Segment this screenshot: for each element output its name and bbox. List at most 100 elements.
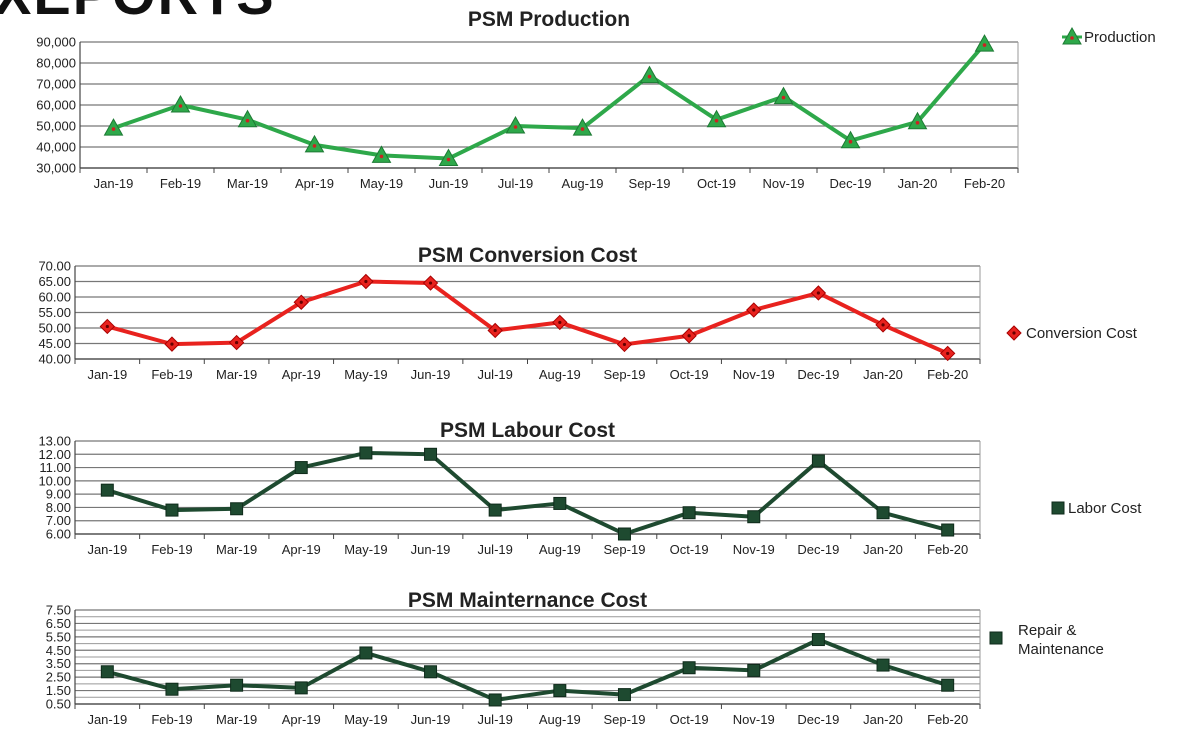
data-point[interactable]: [682, 506, 696, 520]
data-point[interactable]: [237, 109, 258, 128]
y-tick-label: 50,000: [36, 119, 76, 134]
series-line: [112, 42, 987, 161]
y-tick-label: 30,000: [36, 161, 76, 176]
gridlines: [75, 440, 980, 535]
x-tick-label: Sep-19: [629, 176, 671, 191]
data-point[interactable]: [617, 527, 631, 541]
data-point[interactable]: [165, 503, 179, 517]
y-tick-label: 0.50: [46, 697, 71, 712]
y-tick-label: 5.50: [46, 629, 71, 644]
data-point[interactable]: [359, 446, 373, 460]
data-point[interactable]: [100, 665, 114, 679]
y-tick-label: 40,000: [36, 140, 76, 155]
data-point[interactable]: [230, 678, 244, 692]
chart-title: PSM Production: [468, 8, 630, 31]
x-tick-label: Aug-19: [539, 542, 581, 557]
legend[interactable]: Repair & Maintenance: [989, 622, 1104, 658]
legend[interactable]: Production: [1062, 26, 1156, 46]
data-point[interactable]: [304, 134, 325, 153]
y-tick-label: 4.50: [46, 643, 71, 658]
x-tick-label: Apr-19: [282, 542, 321, 557]
data-point[interactable]: [773, 86, 794, 105]
y-tick-label: 9.00: [46, 487, 71, 502]
x-tick-label: Jul-19: [477, 542, 512, 557]
series-line: [106, 450, 949, 536]
data-point[interactable]: [294, 681, 308, 695]
x-tick-label: Mar-19: [216, 367, 257, 382]
data-point[interactable]: [230, 502, 244, 516]
data-point[interactable]: [100, 483, 114, 497]
x-tick-label: Jul-19: [477, 367, 512, 382]
x-tick-label: Aug-19: [562, 176, 604, 191]
data-point[interactable]: [811, 633, 825, 647]
x-tick-label: Jul-19: [477, 712, 512, 727]
data-point[interactable]: [907, 111, 928, 130]
data-point[interactable]: [505, 115, 526, 134]
x-tick-label: Nov-19: [733, 367, 775, 382]
data-point[interactable]: [639, 65, 660, 84]
data-point[interactable]: [941, 523, 955, 537]
data-point[interactable]: [974, 34, 995, 52]
data-point[interactable]: [682, 661, 696, 675]
y-tick-label: 3.50: [46, 656, 71, 671]
data-point[interactable]: [488, 503, 502, 517]
y-tick-label: 80,000: [36, 56, 76, 71]
data-point[interactable]: [371, 145, 392, 163]
data-point[interactable]: [941, 678, 955, 692]
series-line: [106, 637, 949, 702]
x-tick-label: Mar-19: [216, 542, 257, 557]
chart-title: PSM Mainternance Cost: [408, 589, 647, 612]
legend-marker[interactable]: [1062, 26, 1082, 45]
y-tick-label: 11.00: [39, 460, 71, 475]
data-point[interactable]: [553, 684, 567, 698]
x-tick-label: Nov-19: [763, 176, 805, 191]
x-tick-label: Feb-19: [151, 367, 192, 382]
y-tick-label: 65.00: [38, 274, 71, 289]
data-point[interactable]: [617, 688, 631, 702]
data-point[interactable]: [424, 447, 438, 461]
data-point[interactable]: [811, 454, 825, 468]
y-tick-label: 2.50: [46, 670, 71, 685]
legend[interactable]: Labor Cost: [1051, 500, 1142, 517]
data-point[interactable]: [747, 510, 761, 524]
x-tick-label: Jul-19: [498, 176, 533, 191]
data-point[interactable]: [876, 506, 890, 520]
x-tick-label: Nov-19: [733, 542, 775, 557]
legend-marker[interactable]: [1051, 501, 1065, 515]
data-point[interactable]: [170, 94, 191, 113]
y-tick-label: 10.00: [38, 473, 71, 488]
x-tick-label: May-19: [344, 367, 387, 382]
x-tick-label: Jan-19: [87, 712, 127, 727]
x-tick-label: Jun-19: [411, 542, 451, 557]
x-tick-label: Jan-20: [863, 712, 903, 727]
x-tick-label: Jun-19: [411, 712, 451, 727]
x-tick-label: Nov-19: [733, 712, 775, 727]
data-point[interactable]: [424, 665, 438, 679]
data-point[interactable]: [572, 118, 593, 136]
x-tick-label: Feb-19: [160, 176, 201, 191]
x-tick-label: Jan-20: [898, 176, 938, 191]
data-point[interactable]: [103, 118, 124, 136]
data-point[interactable]: [359, 646, 373, 660]
legend-marker[interactable]: [989, 631, 1003, 645]
x-tick-label: Aug-19: [539, 367, 581, 382]
y-tick-label: 6.00: [46, 527, 71, 542]
legend[interactable]: Conversion Cost: [1006, 325, 1138, 342]
x-tick-label: Dec-19: [797, 367, 839, 382]
data-point[interactable]: [294, 461, 308, 475]
x-tick-label: Dec-19: [797, 712, 839, 727]
data-point[interactable]: [488, 693, 502, 707]
legend-label: Labor Cost: [1068, 500, 1142, 517]
data-point[interactable]: [553, 496, 567, 510]
data-point[interactable]: [438, 148, 459, 167]
data-point[interactable]: [706, 109, 727, 128]
data-point[interactable]: [165, 682, 179, 696]
x-tick-label: Dec-19: [830, 176, 872, 191]
x-tick-label: Jan-19: [94, 176, 134, 191]
data-point[interactable]: [840, 130, 861, 149]
gridlines: [80, 41, 1018, 169]
data-point[interactable]: [747, 663, 761, 677]
data-point[interactable]: [876, 658, 890, 672]
